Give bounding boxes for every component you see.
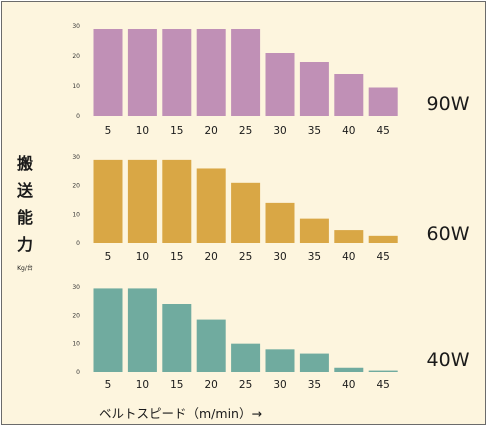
x-tick-label: 15 — [170, 125, 183, 137]
x-tick-label: 10 — [136, 379, 149, 391]
x-tick-label: 30 — [273, 379, 286, 391]
bar-10 — [127, 159, 157, 243]
y-tick-label: 0 — [76, 240, 80, 247]
bar-45 — [368, 87, 398, 116]
x-tick-label: 20 — [205, 251, 218, 263]
y-tick-label: 30 — [72, 23, 80, 30]
x-tick-label: 25 — [239, 125, 252, 137]
x-tick-label: 30 — [273, 251, 286, 263]
y-tick-label: 20 — [72, 312, 80, 319]
x-tick-label: 35 — [308, 379, 321, 391]
x-tick-label: 20 — [205, 125, 218, 137]
bar-15 — [162, 29, 192, 116]
bar-25 — [231, 182, 261, 243]
bar-5 — [93, 288, 123, 372]
bar-45 — [368, 235, 398, 243]
y-axis-unit: Kg/台 — [17, 265, 33, 272]
bar-35 — [299, 353, 329, 372]
chart-90W: 0 10 20 30 5 10 15 20 25 30 35 40 45 90W — [72, 23, 469, 137]
chart-title: 90W — [427, 93, 470, 115]
x-tick-label: 40 — [342, 251, 355, 263]
bar-35 — [299, 62, 329, 116]
bar-10 — [127, 288, 157, 372]
x-tick-label: 25 — [239, 251, 252, 263]
chart-title: 40W — [427, 349, 470, 371]
x-tick-label: 35 — [308, 125, 321, 137]
y-tick-label: 10 — [72, 341, 80, 348]
x-tick-label: 35 — [308, 251, 321, 263]
bar-15 — [162, 304, 192, 372]
bar-25 — [231, 29, 261, 116]
y-axis-title-char-1: 搬 — [16, 154, 33, 173]
x-tick-label: 40 — [342, 379, 355, 391]
x-tick-label: 5 — [105, 379, 112, 391]
y-axis-title-char-4: 力 — [16, 235, 33, 254]
bar-40 — [334, 367, 364, 372]
bar-10 — [127, 29, 157, 116]
bar-35 — [299, 218, 329, 243]
bar-5 — [93, 159, 123, 243]
bar-30 — [265, 202, 295, 243]
y-tick-label: 10 — [72, 83, 80, 90]
x-tick-label: 20 — [205, 379, 218, 391]
bar-5 — [93, 29, 123, 116]
y-tick-label: 30 — [72, 154, 80, 161]
y-tick-label: 0 — [76, 113, 80, 120]
y-tick-label: 0 — [76, 369, 80, 376]
bar-25 — [231, 343, 261, 372]
x-tick-label: 25 — [239, 379, 252, 391]
y-tick-label: 10 — [72, 211, 80, 218]
x-tick-label: 40 — [342, 125, 355, 137]
chart-60W: 0 10 20 30 5 10 15 20 25 30 35 40 45 60W — [72, 154, 469, 263]
x-tick-label: 5 — [105, 125, 112, 137]
x-axis-title: ベルトスピード（m/min）→ — [99, 406, 262, 421]
x-tick-label: 30 — [273, 125, 286, 137]
x-tick-label: 10 — [136, 125, 149, 137]
bar-20 — [196, 168, 226, 243]
bar-40 — [334, 74, 364, 116]
x-tick-label: 15 — [170, 379, 183, 391]
bar-40 — [334, 230, 364, 243]
y-axis-title-char-3: 能 — [16, 208, 33, 227]
x-tick-label: 45 — [377, 251, 390, 263]
bar-15 — [162, 159, 192, 243]
x-tick-label: 5 — [105, 251, 112, 263]
x-tick-label: 10 — [136, 251, 149, 263]
y-tick-label: 30 — [72, 284, 80, 291]
bar-30 — [265, 349, 295, 372]
y-tick-label: 20 — [72, 53, 80, 60]
y-axis-title-char-2: 送 — [16, 181, 33, 200]
bar-20 — [196, 319, 226, 372]
chart-40W: 0 10 20 30 5 10 15 20 25 30 35 40 45 40W — [72, 284, 469, 391]
bar-20 — [196, 29, 226, 116]
y-tick-label: 20 — [72, 183, 80, 190]
x-tick-label: 45 — [377, 125, 390, 137]
x-tick-label: 15 — [170, 251, 183, 263]
bar-30 — [265, 53, 295, 116]
chart-title: 60W — [427, 223, 470, 245]
x-tick-label: 45 — [377, 379, 390, 391]
bar-45 — [368, 370, 398, 372]
